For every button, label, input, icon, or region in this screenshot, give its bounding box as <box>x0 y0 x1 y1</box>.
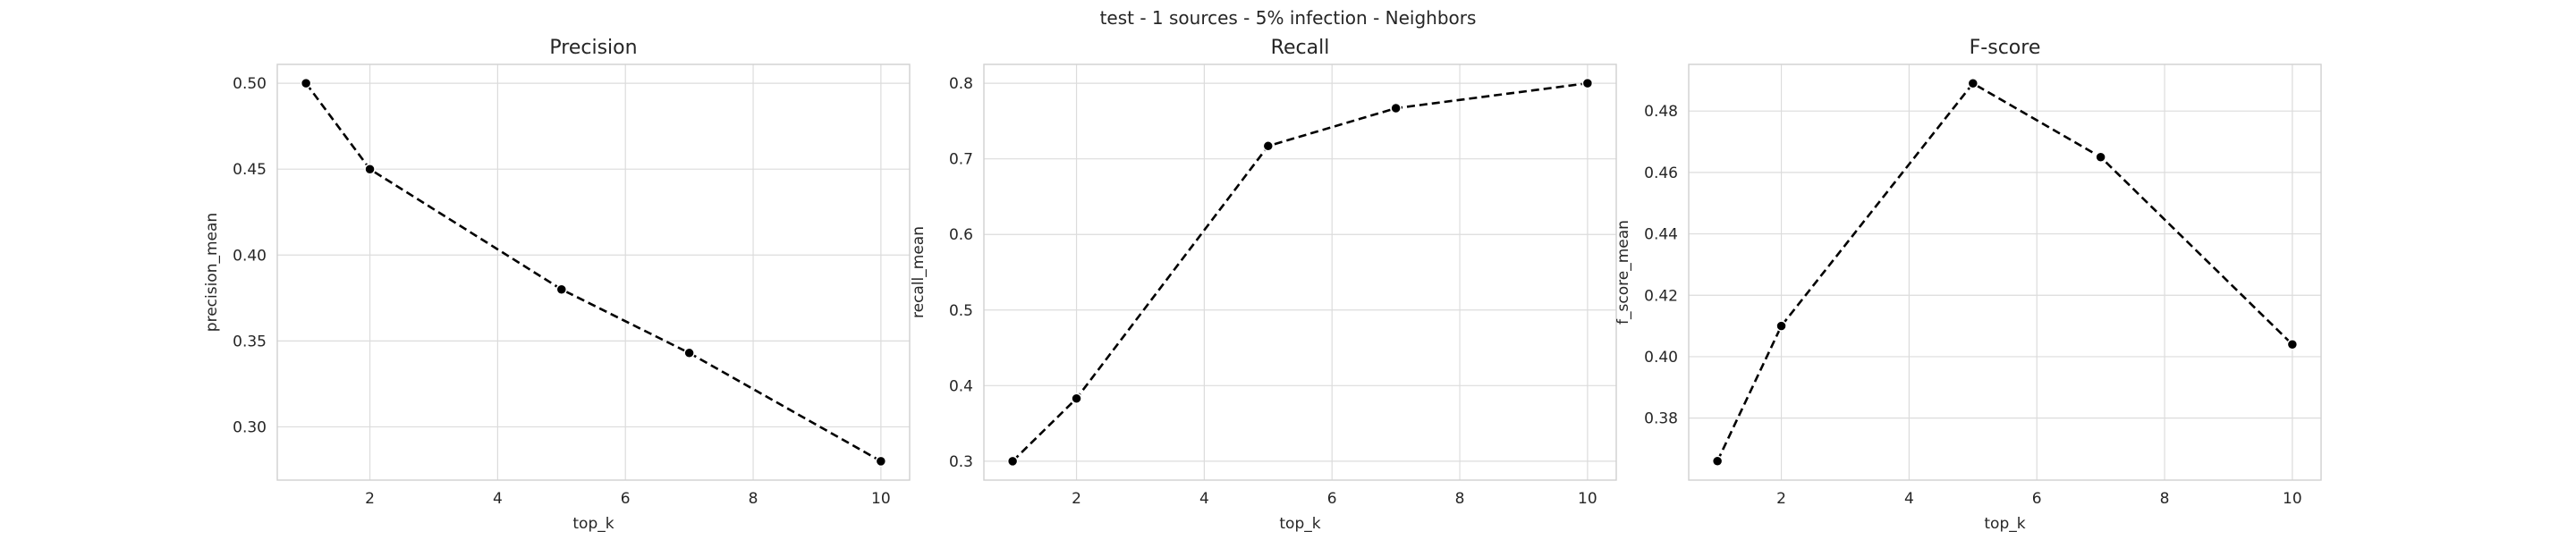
y-tick-label: 0.6 <box>949 226 973 244</box>
y-tick-label: 0.40 <box>233 247 267 265</box>
data-point <box>1006 455 1019 468</box>
x-tick-label: 6 <box>1327 490 1337 508</box>
data-point <box>1967 78 1979 89</box>
x-tick-label: 6 <box>621 490 631 508</box>
axes-frame <box>1688 63 2322 481</box>
y-tick-label: 0.44 <box>1644 226 1678 244</box>
x-tick-label: 8 <box>1455 490 1465 508</box>
x-tick-label: 8 <box>2160 490 2170 508</box>
subplot-f-score: 2 4 6 8 10 0.38 0.40 0.42 0.44 0.46 0.48 F-score top… <box>1614 37 2322 533</box>
data-point <box>2286 338 2299 350</box>
series-line <box>305 82 882 462</box>
subplot-title: F-score <box>1970 37 2041 59</box>
data-point <box>1711 455 1724 467</box>
x-tick-label: 4 <box>493 490 503 508</box>
x-tick-label: 10 <box>1578 490 1597 508</box>
figure-suptitle: test - 1 sources - 5% infection - Neighb… <box>1100 7 1477 29</box>
y-tick-label: 0.7 <box>949 151 973 169</box>
x-tick-label: 10 <box>871 490 891 508</box>
data-point <box>555 283 568 295</box>
data-point <box>2095 151 2106 163</box>
x-tick-label: 6 <box>2032 490 2042 508</box>
x-tick-label: 4 <box>1199 490 1209 508</box>
y-tick-label: 0.4 <box>949 377 973 395</box>
x-axis-label: top_k <box>572 515 614 533</box>
y-axis-label: f_score_mean <box>1614 220 1632 325</box>
data-point <box>875 455 887 468</box>
x-axis-label: top_k <box>1984 515 2025 533</box>
y-tick-label: 0.3 <box>949 453 973 471</box>
y-tick-label: 0.42 <box>1644 287 1678 305</box>
x-tick-label: 2 <box>1072 490 1081 508</box>
y-axis-label: recall_mean <box>910 226 928 318</box>
y-tick-label: 0.38 <box>1644 410 1678 428</box>
y-tick-label: 0.30 <box>233 418 267 436</box>
data-point <box>364 163 376 175</box>
y-tick-label: 0.8 <box>949 75 973 93</box>
data-point <box>1071 392 1082 404</box>
x-tick-label: 2 <box>1776 490 1786 508</box>
subplots: 2 4 6 8 10 0.30 0.35 0.40 0.45 0.50 Precision top_k… <box>203 37 2322 533</box>
series-line <box>1716 81 2293 462</box>
x-axis-label: top_k <box>1279 515 1320 533</box>
x-tick-label: 10 <box>2283 490 2302 508</box>
x-tick-label: 8 <box>749 490 758 508</box>
x-tick-label: 2 <box>365 490 375 508</box>
data-point <box>1390 102 1402 114</box>
y-tick-label: 0.40 <box>1644 349 1678 367</box>
data-point <box>683 347 695 359</box>
y-tick-label: 0.35 <box>233 333 267 350</box>
y-tick-label: 0.46 <box>1644 165 1678 182</box>
y-tick-label: 0.48 <box>1644 103 1678 121</box>
axes-frame <box>983 63 1617 481</box>
axes-frame <box>276 63 911 481</box>
subplot-precision: 2 4 6 8 10 0.30 0.35 0.40 0.45 0.50 Precision top_k… <box>203 37 911 533</box>
y-axis-label: precision_mean <box>203 213 221 332</box>
subplot-recall: 2 4 6 8 10 0.3 0.4 0.5 0.6 0.7 0.8 Recall top_k recal… <box>910 37 1617 533</box>
data-point <box>1775 320 1787 332</box>
y-tick-label: 0.45 <box>233 161 267 179</box>
subplot-title: Precision <box>549 37 637 59</box>
series-line <box>1012 81 1589 462</box>
data-point <box>1581 77 1594 89</box>
y-tick-label: 0.5 <box>949 302 973 320</box>
subplot-title: Recall <box>1271 37 1330 59</box>
data-point <box>300 77 312 89</box>
data-point <box>1262 140 1275 152</box>
x-tick-label: 4 <box>1904 490 1914 508</box>
y-tick-label: 0.50 <box>233 75 267 93</box>
